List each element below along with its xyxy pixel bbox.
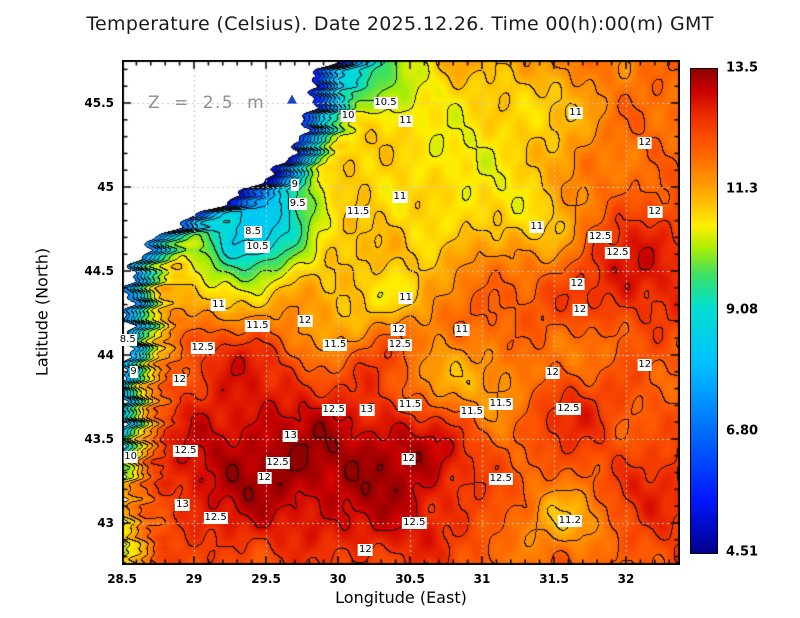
- colorbar-tick-label: 9.08: [726, 302, 759, 318]
- y-tick-label: 44: [97, 348, 114, 362]
- station-marker-icon: [286, 94, 297, 104]
- colorbar-tick-label: 11.3: [726, 181, 759, 197]
- y-tick-label: 43: [97, 516, 114, 530]
- colorbar: [690, 68, 718, 554]
- x-tick-label: 30: [329, 572, 347, 586]
- x-tick-label: 31: [473, 572, 491, 586]
- x-tick-label: 28.5: [107, 572, 137, 586]
- y-tick-label: 44.5: [84, 264, 114, 278]
- x-tick-label: 32: [617, 572, 635, 586]
- colorbar-tick-label: 6.80: [726, 423, 759, 439]
- x-axis-title: Longitude (East): [335, 588, 467, 607]
- y-axis-title: Latitude (North): [32, 247, 52, 377]
- x-tick-label: 31.5: [539, 572, 569, 586]
- y-tick-label: 43.5: [84, 432, 114, 446]
- temperature-map-canvas: [122, 60, 680, 565]
- x-tick-label: 30.5: [395, 572, 425, 586]
- y-tick-label: 45: [97, 180, 114, 194]
- y-tick-label: 45.5: [84, 96, 114, 110]
- chart-title: Temperature (Celsius). Date 2025.12.26. …: [86, 13, 714, 35]
- colorbar-tick-label: 4.51: [726, 544, 759, 560]
- x-tick-label: 29.5: [251, 572, 281, 586]
- colorbar-tick-label: 13.5: [726, 60, 759, 76]
- depth-annotation: Z = 2.5 m: [148, 93, 266, 113]
- x-tick-label: 29: [185, 572, 203, 586]
